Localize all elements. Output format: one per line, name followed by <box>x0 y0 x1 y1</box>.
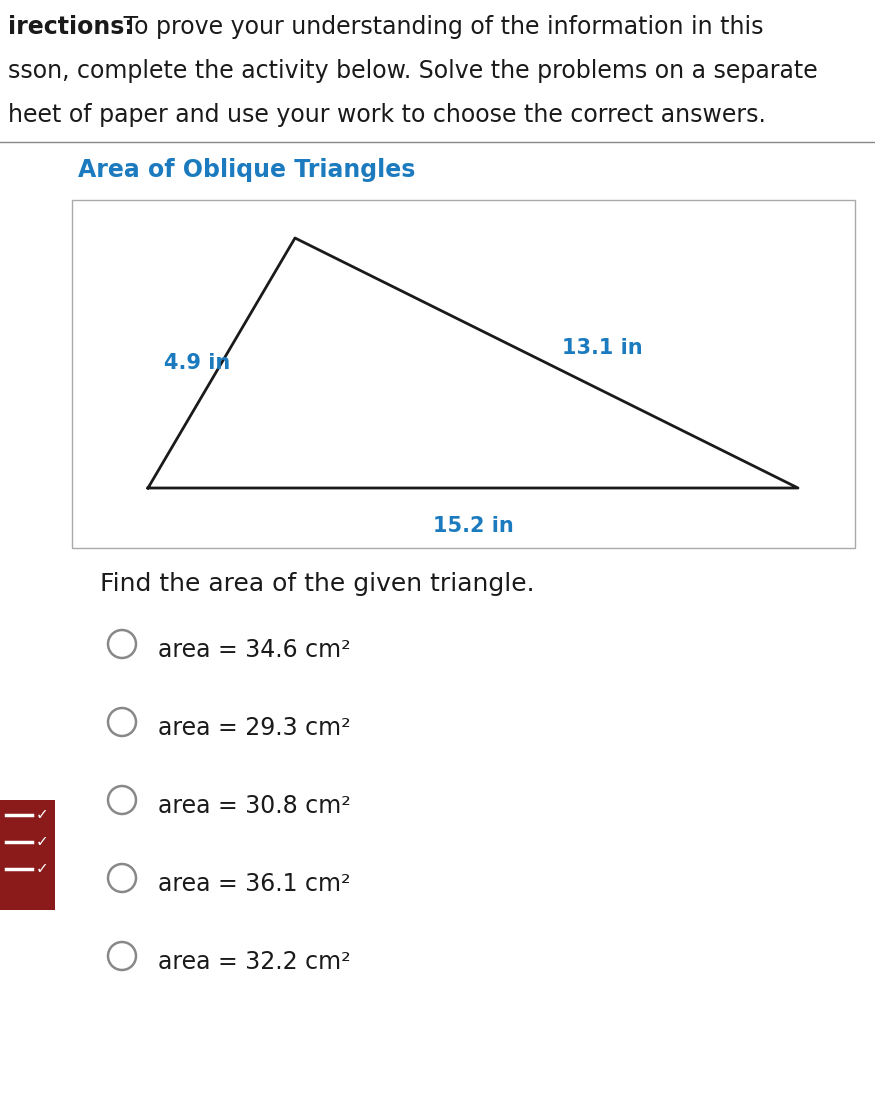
Text: heet of paper and use your work to choose the correct answers.: heet of paper and use your work to choos… <box>8 103 766 127</box>
Text: 4.9 in: 4.9 in <box>164 353 230 373</box>
Text: area = 29.3 cm²: area = 29.3 cm² <box>158 716 351 740</box>
Text: irections:: irections: <box>8 15 134 39</box>
Text: Area of Oblique Triangles: Area of Oblique Triangles <box>78 158 416 182</box>
Text: Find the area of the given triangle.: Find the area of the given triangle. <box>100 572 535 596</box>
Bar <box>72 200 855 547</box>
Text: ✓: ✓ <box>36 862 49 876</box>
Text: ✓: ✓ <box>36 835 49 849</box>
Text: area = 30.8 cm²: area = 30.8 cm² <box>158 794 351 818</box>
Text: 15.2 in: 15.2 in <box>432 517 514 536</box>
Text: area = 32.2 cm²: area = 32.2 cm² <box>158 950 351 974</box>
Text: 13.1 in: 13.1 in <box>562 338 642 358</box>
Bar <box>0 800 55 910</box>
Text: area = 36.1 cm²: area = 36.1 cm² <box>158 872 351 896</box>
Text: ✓: ✓ <box>36 807 49 823</box>
Text: To prove your understanding of the information in this: To prove your understanding of the infor… <box>116 15 764 39</box>
Text: area = 34.6 cm²: area = 34.6 cm² <box>158 638 351 662</box>
Text: sson, complete the activity below. Solve the problems on a separate: sson, complete the activity below. Solve… <box>8 59 818 83</box>
